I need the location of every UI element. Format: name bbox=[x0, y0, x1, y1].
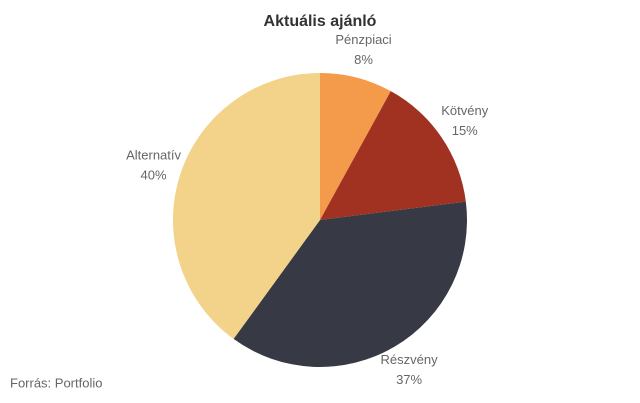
pie-slice bbox=[320, 73, 391, 220]
slice-label: Kötvény bbox=[441, 103, 488, 118]
value-label: 15% bbox=[452, 123, 478, 138]
value-label: 37% bbox=[396, 372, 422, 387]
source: Forrás: Portfolio bbox=[10, 375, 102, 390]
pie-slice bbox=[233, 201, 467, 367]
value-label: 8% bbox=[354, 52, 373, 67]
pie-slice bbox=[172, 73, 320, 339]
value-label: 40% bbox=[141, 167, 167, 182]
slice-label: Pénzpiaci bbox=[335, 32, 391, 47]
pie-slice bbox=[320, 91, 466, 220]
slice-label: Részvény bbox=[381, 352, 439, 367]
chart-title: Aktuális ajánló bbox=[264, 13, 377, 30]
slice-label: Alternatív bbox=[126, 147, 181, 162]
